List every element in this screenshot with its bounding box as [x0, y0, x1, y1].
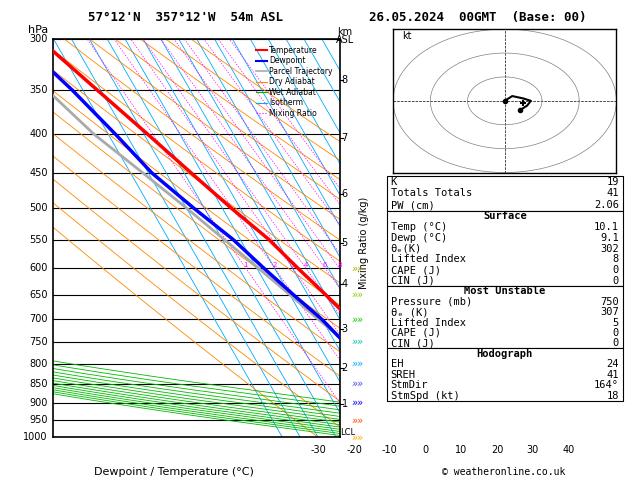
Text: 450: 450: [29, 168, 48, 178]
Text: Hodograph: Hodograph: [477, 349, 533, 359]
Text: CAPE (J): CAPE (J): [391, 328, 440, 338]
Text: 10.1: 10.1: [594, 222, 619, 232]
Text: EH: EH: [391, 359, 403, 369]
Text: CIN (J): CIN (J): [391, 338, 435, 348]
Text: 26.05.2024  00GMT  (Base: 00): 26.05.2024 00GMT (Base: 00): [369, 11, 587, 23]
Text: »»: »»: [351, 263, 363, 273]
Text: 4: 4: [304, 262, 308, 268]
Text: -30: -30: [310, 445, 326, 455]
Text: 3: 3: [291, 262, 295, 268]
Text: 300: 300: [30, 34, 48, 44]
Text: CAPE (J): CAPE (J): [391, 265, 440, 275]
Text: 2: 2: [342, 363, 348, 373]
Text: »»: »»: [351, 433, 363, 442]
Text: Mixing Ratio (g/kg): Mixing Ratio (g/kg): [359, 197, 369, 289]
Text: Dewp (°C): Dewp (°C): [391, 233, 447, 243]
Text: 900: 900: [30, 398, 48, 408]
Text: CIN (J): CIN (J): [391, 276, 435, 286]
Text: 650: 650: [29, 290, 48, 300]
Text: 0: 0: [613, 338, 619, 348]
Text: ASL: ASL: [335, 35, 354, 45]
Text: 8: 8: [337, 262, 342, 268]
Text: 850: 850: [29, 379, 48, 389]
Text: 5: 5: [613, 317, 619, 328]
Text: StmDir: StmDir: [391, 380, 428, 390]
Text: 1000: 1000: [23, 433, 48, 442]
Text: Temp (°C): Temp (°C): [391, 222, 447, 232]
Text: StmSpd (kt): StmSpd (kt): [391, 391, 459, 400]
Text: 302: 302: [600, 243, 619, 254]
Text: 164°: 164°: [594, 380, 619, 390]
Text: 700: 700: [29, 314, 48, 324]
Text: θₑ (K): θₑ (K): [391, 307, 428, 317]
Text: Lifted Index: Lifted Index: [391, 254, 465, 264]
Text: 5: 5: [342, 238, 348, 247]
Text: 307: 307: [600, 307, 619, 317]
Text: 41: 41: [606, 189, 619, 198]
Text: 600: 600: [30, 263, 48, 273]
Text: 800: 800: [30, 359, 48, 368]
Text: 10: 10: [455, 445, 467, 455]
Text: 350: 350: [29, 85, 48, 95]
Text: »»: »»: [351, 337, 363, 347]
Text: 1: 1: [243, 262, 248, 268]
Text: 30: 30: [526, 445, 539, 455]
Text: 0: 0: [423, 445, 428, 455]
Text: kt: kt: [402, 31, 411, 41]
Text: -20: -20: [346, 445, 362, 455]
Text: km: km: [337, 27, 352, 36]
Text: Lifted Index: Lifted Index: [391, 317, 465, 328]
Text: LCL: LCL: [340, 428, 355, 437]
Text: 550: 550: [29, 235, 48, 244]
Text: »»: »»: [351, 379, 363, 389]
Text: 4: 4: [342, 279, 348, 290]
Text: 3: 3: [342, 324, 348, 334]
Text: 6: 6: [323, 262, 328, 268]
Text: 57°12'N  357°12'W  54m ASL: 57°12'N 357°12'W 54m ASL: [88, 11, 283, 23]
Text: 7: 7: [342, 133, 348, 143]
Text: Dewpoint / Temperature (°C): Dewpoint / Temperature (°C): [94, 468, 253, 477]
Text: 19: 19: [606, 177, 619, 187]
Text: 20: 20: [491, 445, 503, 455]
Text: 0: 0: [613, 328, 619, 338]
Text: 41: 41: [606, 370, 619, 380]
Text: © weatheronline.co.uk: © weatheronline.co.uk: [442, 467, 565, 477]
Text: θₑ(K): θₑ(K): [391, 243, 422, 254]
Text: 8: 8: [342, 75, 348, 86]
Text: 750: 750: [600, 297, 619, 307]
Text: PW (cm): PW (cm): [391, 200, 435, 210]
Legend: Temperature, Dewpoint, Parcel Trajectory, Dry Adiabat, Wet Adiabat, Isotherm, Mi: Temperature, Dewpoint, Parcel Trajectory…: [252, 43, 336, 121]
Text: »»: »»: [351, 314, 363, 324]
Text: 0: 0: [613, 265, 619, 275]
Text: Totals Totals: Totals Totals: [391, 189, 472, 198]
Text: 40: 40: [562, 445, 575, 455]
Text: Pressure (mb): Pressure (mb): [391, 297, 472, 307]
Text: »»: »»: [351, 359, 363, 368]
Text: hPa: hPa: [28, 25, 48, 35]
Text: »»: »»: [351, 290, 363, 300]
Text: SREH: SREH: [391, 370, 416, 380]
Text: 750: 750: [29, 337, 48, 347]
Text: 18: 18: [606, 391, 619, 400]
Text: 950: 950: [29, 416, 48, 425]
Text: Surface: Surface: [483, 211, 526, 221]
Text: Most Unstable: Most Unstable: [464, 286, 545, 296]
Text: 2: 2: [273, 262, 277, 268]
Text: 500: 500: [29, 203, 48, 213]
Text: 9.1: 9.1: [600, 233, 619, 243]
Text: -10: -10: [382, 445, 398, 455]
Text: »»: »»: [351, 398, 363, 408]
Text: 6: 6: [342, 190, 348, 199]
Text: »»: »»: [351, 416, 363, 425]
Text: 8: 8: [613, 254, 619, 264]
Text: 400: 400: [30, 129, 48, 139]
Text: 24: 24: [606, 359, 619, 369]
Text: 1: 1: [342, 399, 348, 409]
Text: K: K: [391, 177, 397, 187]
Text: 2.06: 2.06: [594, 200, 619, 210]
Text: 0: 0: [613, 276, 619, 286]
